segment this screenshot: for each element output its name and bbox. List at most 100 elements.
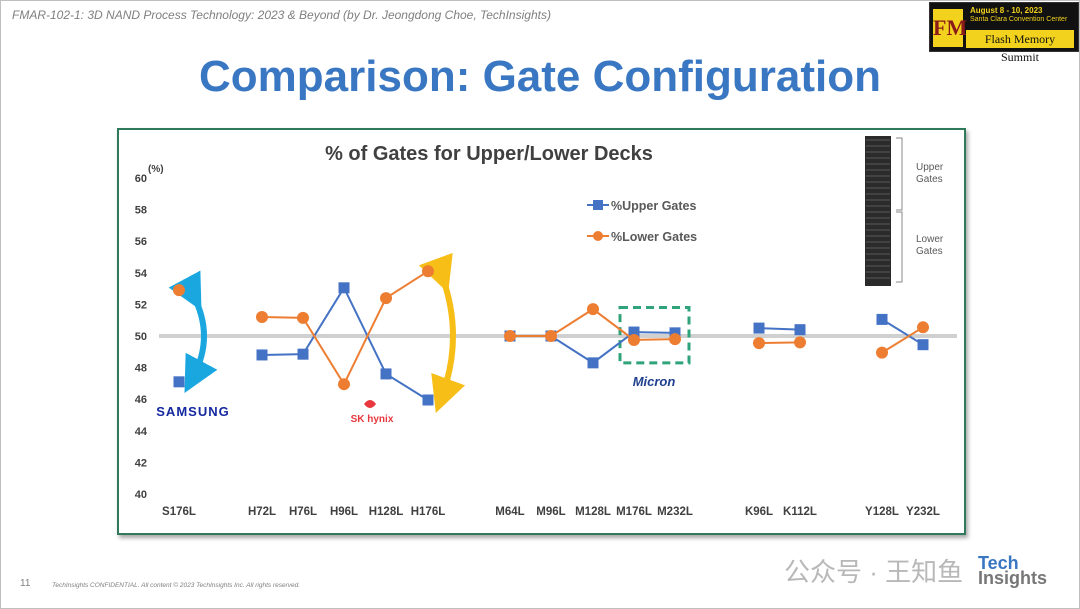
series-lower-point [669,333,681,346]
x-tick-label: M96L [536,506,565,518]
series-lower-point [753,337,765,350]
y-tick-label: 58 [135,205,147,217]
series-lower-point [917,321,929,334]
series-lower-point [876,346,888,359]
header-line: FMAR-102-1: 3D NAND Process Technology: … [12,8,551,22]
x-tick-label: M232L [657,506,693,518]
x-tick-label: M128L [575,506,611,518]
legend-lower-label: %Lower Gates [611,230,697,244]
series-upper-point [917,339,929,351]
slide-title: Comparison: Gate Configuration [199,52,881,101]
series-upper-point [794,324,806,336]
y-tick-label: 46 [135,394,147,406]
series-upper-point [338,282,350,294]
y-tick-label: 40 [135,489,147,501]
series-lower-line [758,341,801,345]
series-upper-point [628,326,640,338]
series-upper-point [669,327,681,339]
samsung-logo: SAMSUNG [156,404,229,419]
y-tick-label: 52 [135,299,147,311]
lower-bracket [896,211,903,283]
x-tick-label: Y232L [906,506,940,518]
micron-highlight-box [618,306,691,365]
series-lower-point [545,330,557,342]
y-tick-label: 42 [135,457,147,469]
inset-lower-label-2: Gates [916,246,943,257]
inset-lower-label: Lower [916,234,944,245]
series-upper-point [876,313,888,325]
x-tick-label: Y128L [865,506,899,518]
series-upper-point [422,394,434,406]
inset-upper-label: Upper [916,162,944,173]
fms-mark: FM [933,9,967,47]
series-lower-point [422,265,434,278]
series-upper-point [256,349,268,361]
x-axis-ticks: S176L H72L H76L H96L H128L H176L M64L M96L M128L… [162,506,940,518]
x-tick-label: H128L [369,506,404,518]
series-lower-point [794,336,806,349]
svg-text:SK hynix: SK hynix [351,414,394,425]
series-upper-point [753,322,765,334]
series-lower-point [380,292,392,305]
event-name: Flash Memory Summit [966,30,1074,64]
series-upper-point [297,348,309,360]
x-tick-label: H72L [248,506,276,518]
comparison-arrows [168,252,466,413]
legend-upper-label: %Upper Gates [611,199,696,213]
x-tick-label: S176L [162,506,196,518]
series-upper-point [587,357,599,369]
y-tick-label: 48 [135,363,147,375]
series-layer [173,265,929,406]
deck-stack [865,136,891,286]
series-lower-point [256,311,268,324]
upper-bracket [896,137,903,211]
series-upper-point [380,368,392,380]
techinsights-logo: Tech Insights [978,553,1048,588]
y-tick-label: 56 [135,236,147,248]
inset-upper-label-2: Gates [916,174,943,185]
sk-hynix-logo: SK hynix [351,400,394,425]
series-lower-point [587,303,599,316]
series-lower-point [297,311,309,324]
x-tick-label: M176L [616,506,652,518]
svg-text:Micron: Micron [633,374,676,389]
sk-hynix-butterfly-icon [364,400,376,408]
series-lower-line [881,326,924,354]
y-tick-label: 60 [135,173,147,185]
series-upper-line [758,327,801,331]
event-date: August 8 - 10, 2023 [970,6,1043,15]
chart-title: % of Gates for Upper/Lower Decks [325,143,653,165]
x-tick-label: H96L [330,506,358,518]
series-lower-point [504,330,516,342]
techinsights-logo-top: Tech [978,553,1019,573]
series-upper-point [173,376,185,388]
y-axis-unit: (%) [148,164,164,175]
series-lower-point [338,378,350,391]
watermark-text: 公众号 · 王知鱼 [784,557,964,587]
confidential-note: TechInsights CONFIDENTIAL. All content ©… [52,582,301,589]
legend: %Upper Gates %Lower Gates [587,199,697,244]
gate-configuration-chart: % of Gates for Upper/Lower Decks (%) 40 4… [135,136,957,518]
deck-cross-section-image: Upper Gates Lower Gates [865,136,944,286]
series-upper-line [881,318,924,346]
legend-upper-marker [593,200,603,210]
chart-frame: % of Gates for Upper/Lower Decks (%) 40 4… [117,128,966,535]
x-tick-label: K96L [745,506,773,518]
x-tick-label: M64L [495,506,524,518]
y-tick-label: 54 [135,268,148,280]
micron-logo: Micron [633,374,676,389]
x-tick-label: H176L [411,506,446,518]
hynix-arrow [418,252,466,413]
y-tick-label: 44 [135,426,148,438]
y-tick-label: 50 [135,331,147,343]
techinsights-logo-bottom: Insights [978,568,1048,588]
flash-memory-summit-logo: FM August 8 - 10, 2023 Santa Clara Conve… [929,2,1079,64]
x-tick-label: K112L [783,506,817,518]
x-tick-label: H76L [289,506,317,518]
series-lower-point [173,284,185,297]
event-venue: Santa Clara Convention Center [970,16,1068,23]
page-number: 11 [20,578,31,589]
series-lower-point [628,333,640,346]
legend-lower-marker [593,231,603,241]
samsung-arrow [168,270,218,393]
